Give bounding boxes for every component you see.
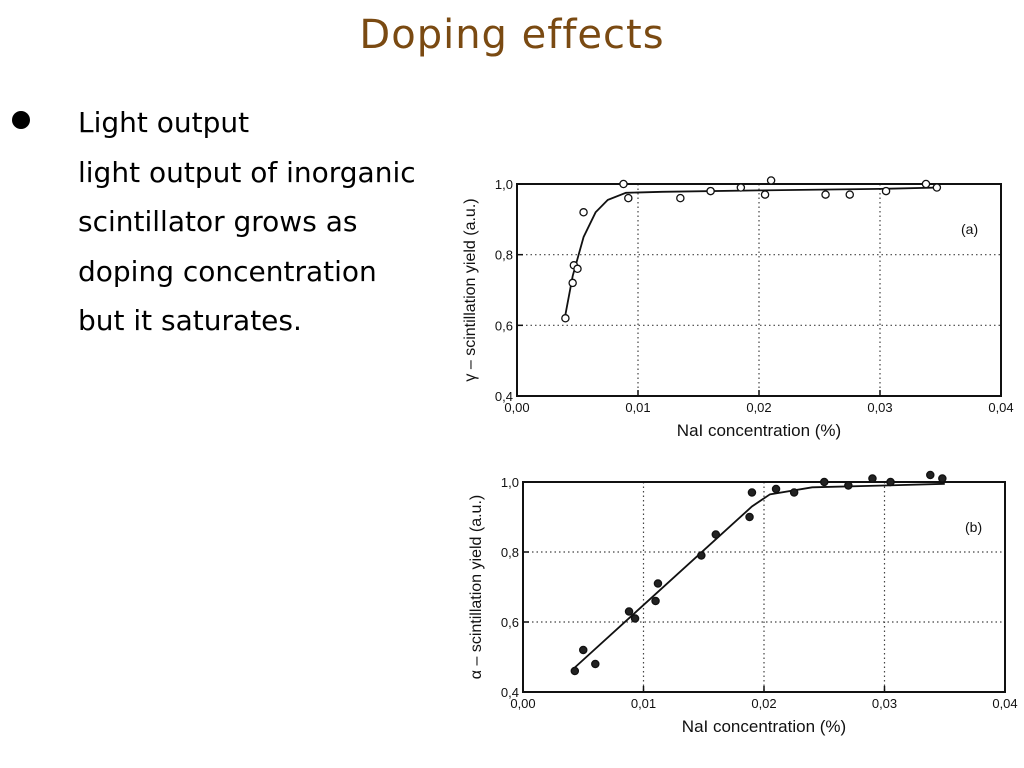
data-point — [760, 190, 770, 199]
data-points — [561, 176, 942, 323]
data-point — [579, 208, 588, 217]
data-point — [651, 596, 660, 606]
x-axis-title: NaI concentration (%) — [682, 717, 846, 736]
data-point — [886, 477, 895, 487]
data-point — [938, 474, 947, 483]
bullet-line-1: light output of inorganic — [78, 155, 416, 189]
data-point — [745, 512, 754, 522]
data-point — [932, 183, 942, 192]
data-point — [706, 186, 715, 196]
data-point — [676, 193, 685, 203]
x-tick-label: 0,01 — [631, 696, 656, 711]
grid — [517, 183, 1002, 396]
panel-label: (b) — [965, 519, 982, 535]
x-tick-label: 0,04 — [988, 400, 1013, 415]
data-point — [653, 579, 663, 588]
y-axis-title: γ – scintillation yield (a.u.) — [462, 198, 479, 381]
y-tick-label: 1,0 — [501, 475, 519, 490]
x-tick-label: 0,02 — [746, 400, 771, 415]
fit-curve — [564, 186, 941, 315]
data-point — [921, 179, 931, 189]
gamma-yield-chart: 0,00 0,01 0,02 0,03 0,04 0,4 0,6 0,8 1,0 NaI conc… — [462, 176, 1014, 440]
y-tick-label: 0,4 — [501, 685, 519, 700]
data-point — [630, 614, 640, 623]
data-point — [926, 470, 935, 480]
x-tick-label: 0,02 — [751, 696, 776, 711]
y-tick-label: 0,6 — [495, 318, 513, 333]
data-point — [789, 488, 799, 497]
data-point — [591, 659, 600, 669]
bullet-heading: Light output — [78, 106, 250, 139]
bullet-text: Light output light output of inorganic s… — [78, 98, 416, 346]
data-point — [697, 551, 706, 560]
y-axis-title: α – scintillation yield (a.u.) — [468, 495, 485, 679]
bullet-line-3: doping concentration — [78, 254, 377, 288]
x-tick-label: 0,03 — [872, 696, 897, 711]
y-tick-label: 0,8 — [501, 545, 519, 560]
data-point — [845, 190, 854, 199]
data-point — [881, 186, 891, 196]
data-point — [747, 488, 757, 497]
slide-title: Doping effects — [359, 12, 665, 58]
data-point — [868, 474, 877, 483]
data-point — [579, 645, 588, 655]
data-point — [624, 193, 633, 203]
bullet-dot — [12, 111, 30, 129]
panel-label: (a) — [961, 221, 978, 237]
data-point — [561, 314, 570, 323]
data-point — [821, 190, 830, 199]
data-point — [736, 183, 746, 192]
y-tick-label: 0,6 — [501, 615, 519, 630]
data-point — [711, 530, 721, 539]
x-tick-label: 0,03 — [867, 400, 892, 415]
data-point — [771, 484, 781, 494]
bullet-line-2: scintillator grows as — [78, 205, 358, 238]
data-points — [570, 470, 947, 676]
y-tick-label: 0,8 — [495, 248, 513, 263]
fit-curve — [574, 482, 945, 669]
y-tick-label: 0,4 — [495, 389, 513, 404]
x-tick-label: 0,01 — [625, 400, 650, 415]
data-point — [619, 179, 628, 189]
data-point — [819, 477, 829, 487]
data-point — [844, 481, 853, 490]
x-tick-label: 0,00 — [510, 696, 535, 711]
data-point — [570, 666, 580, 676]
data-point — [573, 264, 582, 274]
data-point — [624, 607, 634, 616]
alpha-yield-chart: 0,00 0,01 0,02 0,03 0,04 0,4 0,6 0,8 1,0 NaI conc… — [468, 470, 1018, 736]
x-tick-label: 0,00 — [504, 400, 529, 415]
x-axis-title: NaI concentration (%) — [677, 421, 841, 440]
bullet-line-4: but it saturates. — [78, 304, 302, 337]
data-point — [568, 278, 577, 288]
data-point — [766, 176, 776, 185]
x-tick-label: 0,04 — [992, 696, 1017, 711]
y-tick-label: 1,0 — [495, 177, 513, 192]
